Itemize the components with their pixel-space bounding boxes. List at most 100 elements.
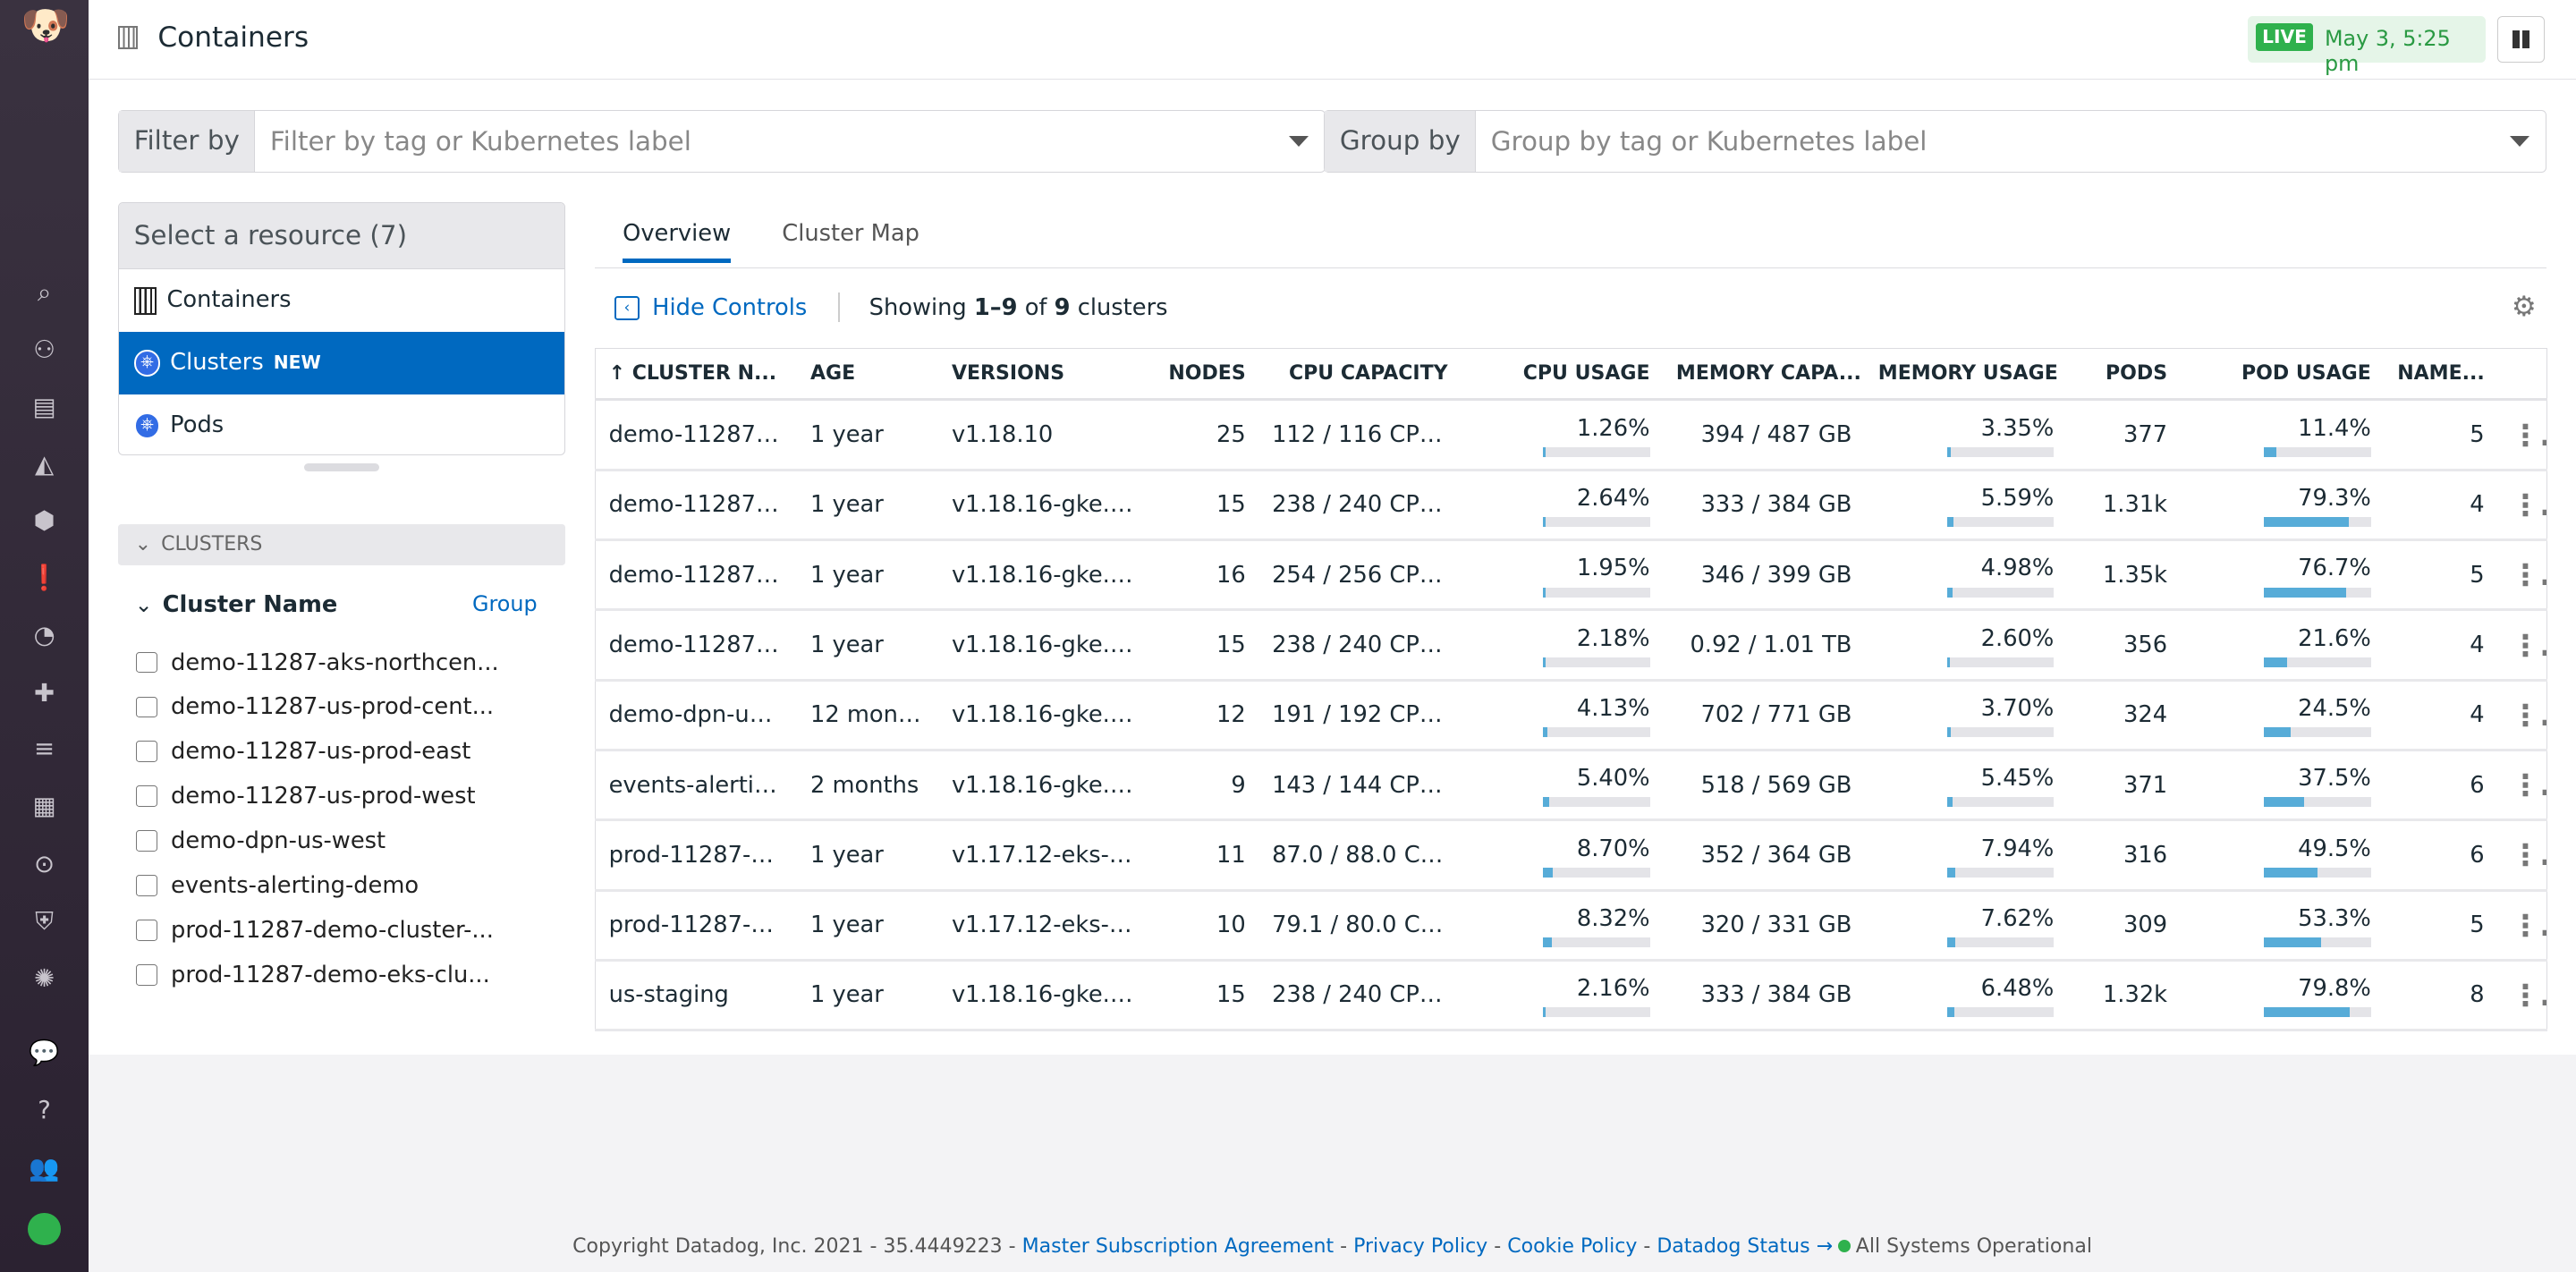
apm-icon[interactable]: ◔: [33, 621, 55, 650]
checkbox[interactable]: [136, 785, 158, 808]
row-menu-icon[interactable]: ⋮: [2497, 750, 2547, 822]
datadog-logo-icon[interactable]: 🐶: [21, 3, 71, 49]
cell-age: 1 year: [797, 399, 939, 471]
row-menu-icon[interactable]: ⋮: [2497, 399, 2547, 471]
table-row[interactable]: demo-11287-u... 1 year v1.18.16-gke.5... 16…: [595, 539, 2547, 612]
row-menu-icon[interactable]: ⋮: [2497, 609, 2547, 682]
checkbox[interactable]: [136, 920, 158, 942]
pause-button[interactable]: [2496, 16, 2546, 63]
help-icon[interactable]: ?: [38, 1096, 51, 1125]
facet-section-header[interactable]: ⌄ CLUSTERS: [118, 523, 565, 565]
tab-overview[interactable]: Overview: [623, 220, 732, 263]
group-input[interactable]: [1476, 111, 2510, 172]
facet-value[interactable]: prod-11287-demo-eks-clu...: [136, 962, 490, 988]
column-header[interactable]: NODES: [1147, 348, 1259, 402]
user-avatar[interactable]: [28, 1212, 61, 1246]
column-header[interactable]: VERSIONS: [938, 348, 1148, 402]
table-row[interactable]: demo-11287-u... 1 year v1.18.16-gke.2... 15…: [595, 609, 2547, 682]
chat-icon[interactable]: 💬: [29, 1038, 60, 1067]
facet-value[interactable]: demo-11287-aks-northcen...: [136, 649, 499, 676]
usage-bar: [1543, 587, 1650, 598]
resource-label: Pods: [170, 411, 225, 438]
checkbox[interactable]: [136, 875, 158, 897]
row-menu-icon[interactable]: ⋮: [2497, 680, 2547, 751]
watchdog-icon[interactable]: ✺: [34, 964, 55, 994]
table-row[interactable]: events-alertin... 2 months v1.18.16-gke.2.…: [595, 750, 2547, 822]
table-row[interactable]: demo-11287-u... 1 year v1.18.16-gke.5... 15…: [595, 470, 2547, 542]
facet-value[interactable]: events-alerting-demo: [136, 872, 419, 899]
facet-value[interactable]: demo-11287-us-prod-west: [136, 783, 476, 810]
column-header[interactable]: MEMORY CAPA...: [1663, 348, 1866, 402]
column-header[interactable]: AGE: [797, 348, 939, 402]
group-link[interactable]: Group: [471, 591, 538, 617]
checkbox[interactable]: [136, 964, 158, 987]
column-header[interactable]: MEMORY USAGE: [1865, 348, 2068, 402]
table-row[interactable]: prod-11287-d... 1 year v1.17.12-eks-7... 11…: [595, 819, 2547, 892]
facet-title: Cluster Name: [162, 591, 338, 619]
showing-count: Showing 1–9 of 9 clusters: [869, 293, 1168, 321]
column-header[interactable]: NAME...: [2384, 348, 2498, 402]
table-row[interactable]: prod-11287-d... 1 year v1.17.12-eks-7... 10…: [595, 890, 2547, 962]
hide-controls-button[interactable]: Hide Controls: [652, 293, 808, 321]
cell-version: v1.18.16-gke.5...: [938, 470, 1148, 542]
privacy-link[interactable]: Privacy Policy: [1353, 1235, 1488, 1259]
chevron-down-icon[interactable]: [1288, 135, 1309, 147]
msa-link[interactable]: Master Subscription Agreement: [1021, 1235, 1335, 1259]
row-menu-icon[interactable]: ⋮: [2497, 890, 2547, 962]
team-icon[interactable]: 👥: [29, 1153, 60, 1183]
metrics-icon[interactable]: ◭: [34, 450, 55, 479]
gear-icon[interactable]: ⚙: [2511, 291, 2537, 324]
logs-icon[interactable]: ≡: [34, 734, 55, 764]
facet-value[interactable]: demo-11287-us-prod-east: [136, 738, 470, 765]
column-header[interactable]: POD USAGE: [2180, 348, 2385, 402]
row-menu-icon[interactable]: ⋮: [2497, 470, 2547, 542]
usage-bar: [2264, 517, 2371, 528]
chevron-down-icon[interactable]: [2509, 135, 2529, 147]
resize-handle[interactable]: [303, 462, 380, 472]
checkbox[interactable]: [136, 696, 158, 718]
checkbox[interactable]: [136, 741, 158, 763]
table-row[interactable]: demo-dpn-us-... 12 months v1.18.16-gke.2..…: [595, 680, 2547, 751]
binoculars-icon[interactable]: ⚇: [33, 335, 55, 364]
notebooks-icon[interactable]: ▦: [32, 792, 56, 821]
row-menu-icon[interactable]: ⋮: [2497, 539, 2547, 612]
cell-cpu-use: 1.95%: [1461, 539, 1664, 612]
resource-containers[interactable]: Containers: [119, 269, 564, 332]
filter-input[interactable]: [255, 111, 1289, 172]
checkbox[interactable]: [136, 830, 158, 852]
infrastructure-icon[interactable]: ✚: [34, 678, 55, 708]
facet-value[interactable]: prod-11287-demo-cluster-...: [136, 917, 494, 944]
integrations-icon[interactable]: ⬢: [33, 505, 55, 535]
tab-cluster-map[interactable]: Cluster Map: [782, 220, 919, 248]
hide-controls-icon[interactable]: ‹: [614, 295, 640, 321]
facet-value[interactable]: demo-dpn-us-west: [136, 827, 386, 854]
search-icon[interactable]: ⌕: [37, 277, 52, 307]
checkbox[interactable]: [136, 651, 158, 674]
cell-mem-use: 5.59%: [1865, 470, 2068, 542]
monitors-icon[interactable]: ❗: [29, 564, 60, 593]
security-icon[interactable]: ⛨: [35, 907, 54, 937]
status-link[interactable]: Datadog Status →: [1657, 1235, 1834, 1259]
cell-pod-use: 49.5%: [2180, 819, 2385, 892]
chevron-down-icon: ⌄: [134, 532, 152, 555]
row-menu-icon[interactable]: ⋮: [2497, 819, 2547, 892]
usage-bar: [1946, 867, 2055, 878]
synthetics-icon[interactable]: ⊙: [34, 849, 55, 878]
cookie-link[interactable]: Cookie Policy: [1507, 1235, 1638, 1259]
column-header[interactable]: PODS: [2067, 348, 2181, 402]
facet-value[interactable]: demo-11287-us-prod-cent...: [136, 693, 494, 720]
table-row[interactable]: demo-11287-a... 1 year v1.18.10 25 112 / 116…: [595, 399, 2547, 471]
footer: Copyright Datadog, Inc. 2021 - 35.444922…: [89, 1055, 2576, 1272]
time-selector[interactable]: LIVE May 3, 5:25 pm: [2247, 16, 2486, 76]
dashboards-icon[interactable]: ▤: [32, 393, 56, 422]
cell-mem-cap: 702 / 771 GB: [1663, 680, 1866, 751]
column-header[interactable]: ↑ CLUSTER N...: [595, 348, 798, 402]
column-header[interactable]: CPU USAGE: [1461, 348, 1664, 402]
table-row[interactable]: us-staging 1 year v1.18.16-gke.5... 15 238 /…: [595, 960, 2547, 1032]
usage-bar: [1946, 937, 2055, 947]
row-menu-icon[interactable]: ⋮: [2497, 960, 2547, 1032]
resource-pods[interactable]: ⎈ Pods: [119, 394, 564, 454]
chevron-down-icon[interactable]: ⌄: [134, 592, 153, 618]
column-header[interactable]: CPU CAPACITY: [1258, 348, 1462, 402]
resource-clusters[interactable]: ⎈ Clusters NEW: [119, 332, 564, 394]
